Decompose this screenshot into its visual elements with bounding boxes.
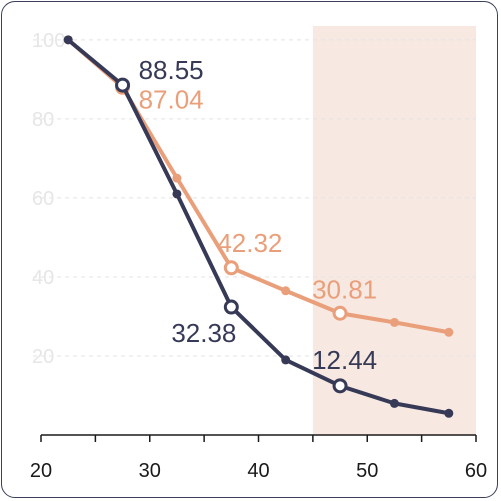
series-1-marker-hollow	[115, 77, 131, 93]
data-label: 30.81	[312, 274, 377, 304]
series-line-1	[66, 37, 451, 416]
x-tick-label: 50	[356, 460, 378, 482]
y-tick-label: 40	[32, 267, 54, 289]
y-tick-label: 80	[32, 109, 54, 131]
series-0-marker-hollow	[332, 305, 348, 321]
x-tick-label: 60	[465, 460, 487, 482]
y-tick-label: 60	[32, 188, 54, 210]
series-1-marker-hollow	[332, 378, 348, 394]
data-label: 88.55	[139, 55, 204, 85]
x-tick-label: 40	[247, 460, 269, 482]
x-tick-label: 20	[30, 460, 52, 482]
data-label: 87.04	[139, 84, 204, 114]
series-0-marker	[444, 327, 454, 337]
y-tick-label: 20	[32, 346, 54, 368]
x-tick-label: 30	[139, 460, 161, 482]
data-label: 32.38	[171, 318, 236, 348]
series-1-marker	[281, 355, 291, 365]
series-1-marker-hollow	[223, 299, 239, 315]
y-tick-label: 100	[32, 30, 65, 52]
series-1-marker	[389, 398, 399, 408]
data-label: 42.32	[217, 228, 282, 258]
series-0-marker	[281, 286, 291, 296]
series-1-marker	[444, 408, 454, 418]
series-1-marker	[172, 189, 182, 199]
data-label: 12.44	[312, 345, 377, 375]
highlight-region	[312, 26, 476, 435]
series-1-marker	[63, 35, 73, 45]
series-0-marker	[389, 317, 399, 327]
series-0-marker-hollow	[223, 260, 239, 276]
series-0-marker	[172, 173, 182, 183]
